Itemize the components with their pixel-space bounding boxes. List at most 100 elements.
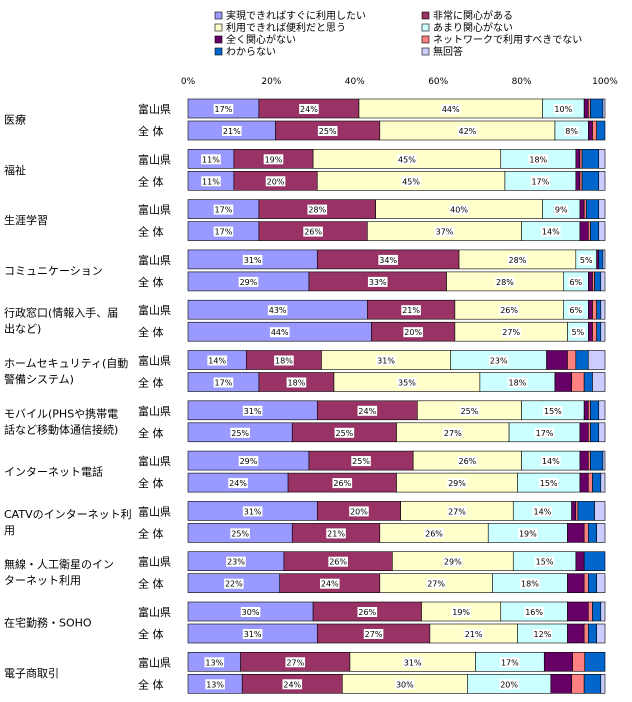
bar-segment [583, 523, 589, 543]
bar-segment [598, 149, 606, 169]
category-label: モバイル(PHSや携帯電 [4, 406, 118, 420]
bar-segment [588, 120, 593, 141]
legend-swatch [214, 11, 223, 20]
bar-segment [596, 299, 602, 320]
data-label-bg [499, 305, 519, 316]
data-label: 31% [244, 256, 262, 265]
bar-segment [590, 450, 604, 471]
bar-segment [554, 372, 572, 392]
bar-segment [598, 400, 606, 421]
bar-segment [571, 673, 585, 694]
data-label: 29% [240, 457, 258, 466]
data-label: 17% [215, 379, 233, 388]
data-label-bg [230, 528, 250, 539]
row-label: 富山県 [138, 504, 171, 518]
data-label-bg [402, 657, 423, 668]
data-label-bg [532, 506, 553, 517]
row-label: 全 体 [138, 174, 164, 188]
data-label-bg [282, 679, 303, 690]
data-label: 16% [525, 608, 543, 617]
data-label: 18% [529, 155, 547, 164]
data-label-bg [238, 456, 259, 467]
data-label-bg [518, 528, 538, 539]
data-label: 19% [265, 155, 283, 164]
bar-segment [596, 523, 606, 543]
data-label: 21% [223, 127, 241, 136]
data-label: 20% [350, 507, 368, 516]
bar-segment [590, 221, 600, 241]
row-label: 全 体 [138, 325, 164, 339]
bar-segment [567, 523, 585, 543]
data-label-bg [395, 679, 415, 690]
bar-segment [575, 551, 585, 572]
bar-segment [592, 120, 597, 141]
bar-segment [592, 372, 606, 392]
data-label: 25% [231, 429, 249, 438]
bar-segment [575, 350, 589, 370]
data-label: 17% [215, 105, 233, 114]
data-label: 30% [396, 680, 414, 689]
bar-segment [598, 221, 606, 241]
data-label-bg [507, 254, 528, 265]
data-label-bg [242, 405, 263, 416]
row-label: 富山県 [138, 605, 171, 619]
bar-segment [596, 249, 600, 270]
data-label: 21% [327, 529, 345, 538]
data-label-bg [459, 405, 480, 416]
row-label: 富山県 [138, 102, 171, 116]
bar-segment [588, 321, 593, 342]
data-label-bg [267, 305, 288, 316]
bar-segment [594, 501, 606, 521]
data-label: 24% [283, 680, 301, 689]
data-label: 45% [398, 155, 416, 164]
data-label-bg [568, 276, 584, 287]
bar-segment [579, 199, 585, 219]
category-label: 無線・人工衛星のイン [4, 557, 114, 571]
legend-swatch [214, 47, 223, 56]
legend-label: 全く関心がない [226, 33, 296, 46]
data-label-bg [285, 657, 306, 668]
data-label-bg [201, 154, 221, 165]
bar-segment [602, 450, 606, 471]
row-label: 全 体 [138, 124, 164, 138]
data-label-bg [204, 657, 225, 668]
data-label-bg [554, 204, 569, 215]
data-label: 29% [448, 479, 466, 488]
data-label-bg [317, 126, 338, 136]
data-label-bg [501, 327, 521, 338]
bar-segment [567, 573, 585, 594]
data-label-bg [570, 327, 586, 338]
data-label-bg [401, 305, 421, 316]
data-label-bg [367, 276, 388, 287]
bar-segment [588, 299, 593, 320]
data-label: 27% [502, 328, 520, 337]
data-label-bg [307, 204, 328, 215]
data-label: 15% [544, 407, 562, 416]
data-label-bg [228, 478, 248, 489]
data-label-bg [299, 104, 319, 114]
row-label: 全 体 [138, 225, 164, 239]
legend-swatch [214, 23, 223, 32]
bar-segment [588, 472, 593, 493]
legend-label: ネットワークで利用すべきでない [433, 34, 582, 46]
data-label-bg [351, 456, 371, 467]
x-tick-label: 20% [261, 77, 281, 87]
bar-segment [546, 350, 568, 370]
data-label: 31% [244, 630, 262, 639]
row-label: 全 体 [138, 526, 164, 540]
data-label: 14% [208, 357, 226, 366]
data-label-bg [326, 528, 346, 539]
bar-segment [584, 651, 606, 672]
data-label: 17% [215, 228, 233, 237]
data-label-bg [349, 506, 369, 517]
data-label: 17% [215, 206, 233, 215]
data-label: 11% [202, 155, 220, 164]
data-label: 37% [436, 228, 454, 237]
data-label-bg [332, 478, 353, 489]
data-label-bg [447, 478, 467, 489]
data-label: 40% [450, 206, 468, 215]
bar-segment [571, 372, 585, 392]
data-label: 26% [458, 457, 476, 466]
data-label: 26% [304, 228, 322, 237]
data-label: 25% [319, 127, 337, 136]
